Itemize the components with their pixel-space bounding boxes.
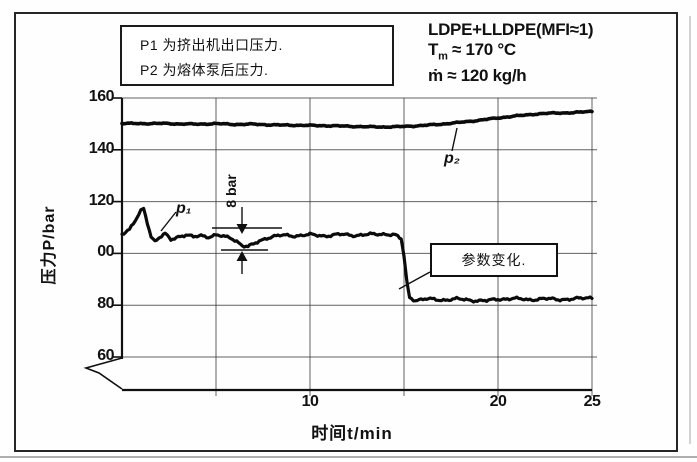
fluctuation-label: 8 bar [223,174,239,208]
conditions-block: LDPE+LLDPE(MFI≈1) Tm ≈ 170 °C ṁ ≈ 120 kg… [428,20,594,86]
x-tick-label: 20 [489,393,507,410]
p1-leader-line [160,211,177,232]
p1-curve-label: p₁ [176,200,192,217]
y-tick-label: 60 [97,347,114,364]
y-axis-break-icon [83,357,123,390]
x-tick-label: 10 [301,393,319,410]
figure-border-frame [14,12,678,452]
p2-leader-line [451,127,458,152]
condition-throughput: ṁ ≈ 120 kg/h [428,66,527,86]
param-change-leader-line [398,271,431,290]
y-tick-label: 00 [97,243,114,261]
p2-curve [120,109,594,130]
down-arrow-icon [236,224,248,234]
y-tick-label: 80 [97,295,114,313]
x-tick-label: 25 [583,393,601,410]
temp-subscript: m [438,50,448,63]
condition-material: LDPE+LLDPE(MFI≈1) [428,20,594,39]
p2-curve-label: p₂ [444,150,460,167]
y-tick-label: 120 [88,191,115,209]
legend-line-p2: P2 为熔体泵后压力. [140,62,269,78]
param-change-label: 参数变化. [461,252,527,268]
up-arrow-icon [236,251,248,261]
param-change-box: 参数变化. [430,243,558,277]
y-tick-label: 160 [88,88,115,105]
p1-curve [120,206,594,304]
y-axis-title: 压力P/bar [41,205,58,285]
legend-line-p1: P1 为挤出机出口压力. [140,37,283,53]
x-axis-title: 时间t/min [311,424,393,443]
scan-edge-line [0,456,697,458]
scan-edge-line [689,16,691,444]
condition-temperature: Tm ≈ 170 °C [428,40,516,63]
y-tick-label: 140 [88,139,115,157]
legend-box: P1 为挤出机出口压力. P2 为熔体泵后压力. [120,25,394,86]
